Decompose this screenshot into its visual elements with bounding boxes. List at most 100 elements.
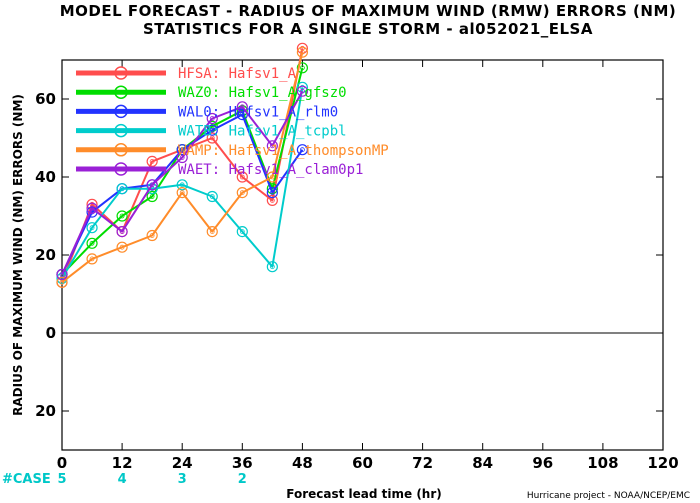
- data-point-inner: [149, 233, 155, 238]
- legend-label: HFSA: Hafsv1_A: [178, 66, 297, 82]
- data-point-inner: [269, 264, 275, 270]
- data-point-inner: [209, 127, 215, 133]
- data-point-inner: [269, 174, 275, 180]
- series-line: [61, 90, 304, 275]
- data-point: [206, 190, 218, 203]
- series-layer: [56, 42, 308, 288]
- data-point-inner: [149, 194, 155, 199]
- plot-area: 0 12 24 36 48 60 72 84 96 108 120 20 0 20 40 60: [35, 59, 679, 472]
- legend-label: WATB: Hafsv1_A_tcpbl: [178, 124, 347, 140]
- data-point-inner: [89, 205, 95, 211]
- data-point: [176, 187, 188, 199]
- data-point: [146, 155, 158, 167]
- data-point-inner: [89, 240, 95, 246]
- data-point: [296, 46, 308, 58]
- x-tick-label: 48: [292, 454, 313, 472]
- data-point: [236, 187, 248, 199]
- data-point-inner: [119, 244, 125, 250]
- data-point-inner: [299, 65, 305, 71]
- data-point: [116, 241, 128, 253]
- data-point: [206, 132, 218, 144]
- series-line: [61, 87, 304, 279]
- data-point-inner: [179, 155, 185, 160]
- data-point: [176, 151, 188, 164]
- data-point-inner: [59, 272, 65, 277]
- x-tick-label: 24: [172, 454, 193, 472]
- data-point-inner: [269, 143, 275, 149]
- data-point-inner: [299, 88, 305, 94]
- series-line: [61, 51, 304, 284]
- data-point-inner: [59, 279, 65, 285]
- data-point-inner: [239, 229, 245, 235]
- data-point: [296, 85, 308, 97]
- case-count: 5: [57, 472, 66, 487]
- credit-text: Hurricane project - NOAA/NCEP/EMC: [527, 491, 690, 501]
- data-point: [236, 171, 248, 183]
- data-point: [266, 183, 278, 195]
- x-tick-label: 12: [112, 454, 133, 472]
- data-point-inner: [119, 213, 125, 219]
- y-tick-label: 20: [35, 402, 56, 420]
- legend-swatch-marker: [114, 143, 128, 157]
- data-point-inner: [239, 104, 245, 110]
- legend-swatch-marker: [114, 66, 128, 80]
- y-tick-label: 0: [46, 324, 56, 342]
- data-point: [86, 222, 98, 234]
- data-point: [146, 229, 158, 242]
- data-point-inner: [179, 182, 185, 188]
- chart-title-line1: MODEL FORECAST - RADIUS OF MAXIMUM WIND …: [60, 2, 677, 20]
- series-line: [61, 113, 304, 275]
- legend-label: WAMP: Hafsv1_A_thompsonMP: [178, 143, 389, 159]
- x-tick-label: 72: [412, 454, 433, 472]
- data-point-inner: [209, 229, 215, 235]
- data-point: [146, 179, 158, 191]
- case-label: #CASE: [2, 472, 51, 487]
- legend-swatch-marker: [114, 85, 128, 99]
- data-point: [206, 112, 218, 125]
- case-count: 3: [178, 472, 187, 487]
- data-point: [116, 183, 128, 195]
- case-count-row: #CASE 5 4 3 2: [2, 472, 247, 487]
- data-point: [266, 171, 278, 183]
- legend-label: WAZ0: Hafsv1_A_gfsz0: [178, 85, 347, 101]
- data-point: [116, 210, 128, 222]
- x-tick-label: 120: [647, 454, 678, 472]
- x-tick-label: 60: [352, 454, 373, 472]
- y-tick-label: 40: [35, 168, 56, 186]
- data-point: [236, 101, 248, 113]
- legend-label: WAL0: Hafsv1_A_rlm0: [178, 104, 338, 120]
- data-point: [86, 253, 98, 265]
- plot-frame: [61, 59, 664, 451]
- x-tick-label: 0: [57, 454, 67, 472]
- legend-swatch-marker: [114, 162, 128, 176]
- data-point: [206, 226, 218, 238]
- x-tick-label: 108: [587, 454, 618, 472]
- data-point: [146, 190, 158, 203]
- data-point: [86, 202, 98, 214]
- data-point: [86, 237, 98, 249]
- data-point: [296, 144, 308, 156]
- data-point-inner: [119, 229, 125, 235]
- x-tick-label: 36: [232, 454, 253, 472]
- x-axis-label: Forecast lead time (hr): [286, 487, 442, 501]
- data-point: [236, 226, 248, 238]
- data-point-inner: [299, 49, 305, 55]
- data-point: [266, 140, 278, 152]
- data-point-inner: [239, 174, 245, 180]
- legend: HFSA: Hafsv1_A WAZ0: Hafsv1_A_gfsz0 WAL0: …: [76, 66, 389, 178]
- data-point-inner: [209, 116, 215, 121]
- data-point-inner: [239, 190, 245, 196]
- x-tick-label: 96: [532, 454, 553, 472]
- y-tick-label: 60: [35, 90, 56, 108]
- data-point-inner: [269, 197, 275, 203]
- legend-label: WAET: Hafsv1_A_clam0p1: [178, 162, 363, 178]
- data-point-inner: [179, 147, 185, 153]
- y-tick-label: 20: [35, 246, 56, 264]
- data-point-inner: [89, 256, 95, 262]
- x-tick-label: 84: [472, 454, 493, 472]
- data-point: [116, 226, 128, 238]
- data-point-inner: [149, 158, 155, 164]
- data-point-inner: [209, 194, 215, 199]
- legend-swatch-marker: [114, 123, 128, 138]
